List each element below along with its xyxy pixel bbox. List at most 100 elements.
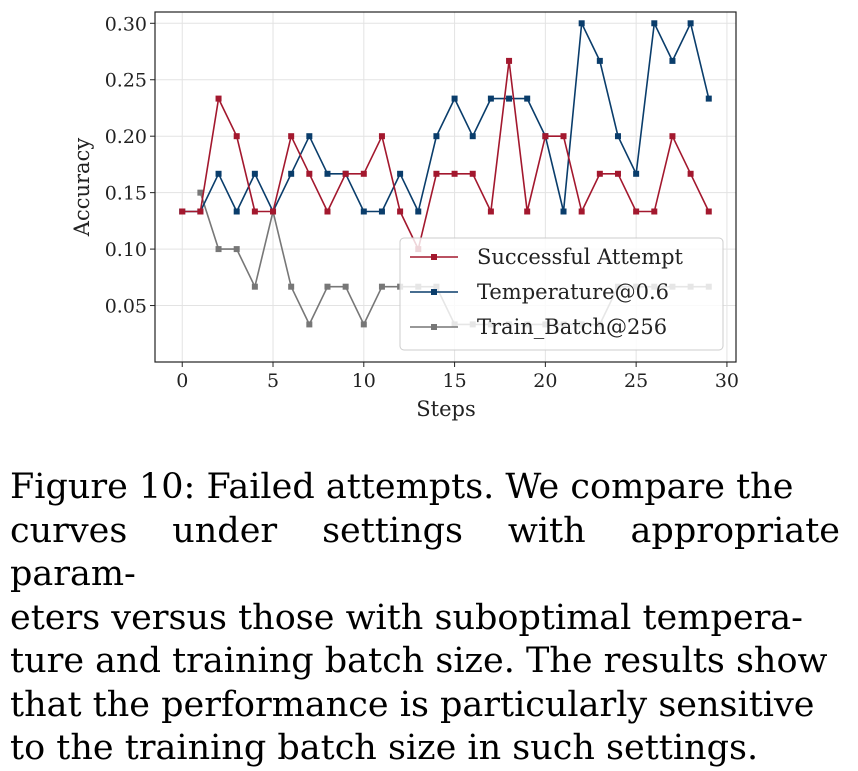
- data-point: [360, 208, 367, 215]
- data-point: [360, 321, 367, 328]
- x-tick-label: 10: [352, 370, 376, 392]
- data-point: [651, 208, 658, 215]
- data-point: [669, 57, 676, 64]
- data-point: [324, 283, 331, 290]
- data-point: [342, 170, 349, 177]
- data-point: [288, 283, 295, 290]
- data-point: [378, 283, 385, 290]
- data-point: [560, 133, 567, 140]
- data-point: [324, 208, 331, 215]
- data-point: [197, 189, 204, 196]
- data-point: [542, 133, 549, 140]
- data-point: [215, 170, 222, 177]
- y-axis-ticks: 0.05 0.10 0.15 0.20 0.25 0.30: [105, 13, 155, 318]
- data-point: [651, 20, 658, 27]
- legend-marker-temperature: [431, 289, 437, 295]
- legend-item-successful-attempt: Successful Attempt: [410, 245, 684, 269]
- data-point: [270, 208, 277, 215]
- data-point: [524, 95, 531, 102]
- data-point: [306, 170, 313, 177]
- data-point: [251, 170, 258, 177]
- legend: Successful Attempt Temperature@0.6 Train…: [399, 237, 724, 351]
- data-point: [469, 170, 476, 177]
- data-point: [524, 208, 531, 215]
- data-point: [596, 170, 603, 177]
- data-point: [487, 95, 494, 102]
- legend-label-successful-attempt: Successful Attempt: [477, 245, 684, 269]
- data-point: [342, 283, 349, 290]
- legend-item-temperature: Temperature@0.6: [410, 280, 669, 304]
- data-point: [306, 133, 313, 140]
- data-point: [306, 321, 313, 328]
- series-temperature-0-6: [179, 20, 712, 215]
- data-point: [633, 208, 640, 215]
- caption-line: that the performance is particularly sen…: [10, 684, 815, 725]
- legend-box: [399, 237, 724, 351]
- data-point: [687, 170, 694, 177]
- data-point: [197, 208, 204, 215]
- data-point: [506, 57, 513, 64]
- data-point: [705, 208, 712, 215]
- legend-item-train-batch: Train_Batch@256: [410, 315, 667, 339]
- legend-label-train-batch: Train_Batch@256: [477, 315, 667, 339]
- x-tick-label: 30: [715, 370, 739, 392]
- y-axis-label: Accuracy: [70, 138, 94, 238]
- legend-marker-train-batch: [431, 324, 437, 330]
- caption-line: to the training batch size in such setti…: [10, 728, 759, 768]
- data-point: [433, 170, 440, 177]
- data-point: [451, 95, 458, 102]
- data-point: [215, 246, 222, 253]
- data-point: [451, 170, 458, 177]
- caption-line: eters versus those with suboptimal tempe…: [10, 597, 804, 638]
- data-point: [578, 20, 585, 27]
- accuracy-chart: 0 5 10 15 20 25 30 0.05 0.10 0.15 0.20 0.25 0.30 St…: [70, 11, 739, 421]
- y-tick-label: 0.15: [105, 183, 147, 205]
- x-axis-label: Steps: [416, 397, 475, 421]
- data-point: [397, 208, 404, 215]
- data-point: [215, 95, 222, 102]
- x-tick-label: 5: [267, 370, 279, 392]
- data-point: [179, 208, 186, 215]
- legend-marker-successful-attempt: [431, 254, 437, 260]
- legend-label-temperature: Temperature@0.6: [477, 280, 669, 304]
- y-tick-label: 0.25: [105, 70, 147, 92]
- plot-frame: [154, 11, 737, 363]
- data-point: [614, 170, 621, 177]
- figure-caption: Figure 10: Failed attempts. We compare t…: [10, 466, 840, 771]
- x-axis-ticks: 0 5 10 15 20 25 30: [176, 362, 739, 392]
- data-point: [487, 208, 494, 215]
- data-point: [324, 170, 331, 177]
- data-point: [378, 133, 385, 140]
- y-tick-label: 0.30: [105, 13, 147, 35]
- data-point: [506, 95, 513, 102]
- x-tick-label: 20: [533, 370, 557, 392]
- x-tick-label: 0: [176, 370, 188, 392]
- data-point: [633, 170, 640, 177]
- x-tick-label: 25: [624, 370, 648, 392]
- data-point: [705, 95, 712, 102]
- y-tick-label: 0.05: [105, 296, 147, 318]
- data-point: [233, 133, 240, 140]
- data-point: [378, 208, 385, 215]
- data-point: [360, 170, 367, 177]
- data-point: [233, 246, 240, 253]
- data-point: [687, 20, 694, 27]
- data-point: [469, 133, 476, 140]
- x-tick-label: 15: [442, 370, 466, 392]
- y-tick-label: 0.10: [105, 239, 147, 261]
- y-tick-label: 0.20: [105, 126, 147, 148]
- series-successful-attempt: [179, 57, 712, 253]
- data-point: [669, 133, 676, 140]
- data-point: [560, 208, 567, 215]
- series-line-temperature-0-6: [182, 22, 710, 213]
- data-point: [288, 170, 295, 177]
- caption-line: Figure 10: Failed attempts. We compare t…: [10, 467, 794, 507]
- data-point: [251, 208, 258, 215]
- data-point: [288, 133, 295, 140]
- data-point: [596, 57, 603, 64]
- data-point: [433, 133, 440, 140]
- data-point: [251, 283, 258, 290]
- data-point: [614, 133, 621, 140]
- data-point: [233, 208, 240, 215]
- data-point: [578, 208, 585, 215]
